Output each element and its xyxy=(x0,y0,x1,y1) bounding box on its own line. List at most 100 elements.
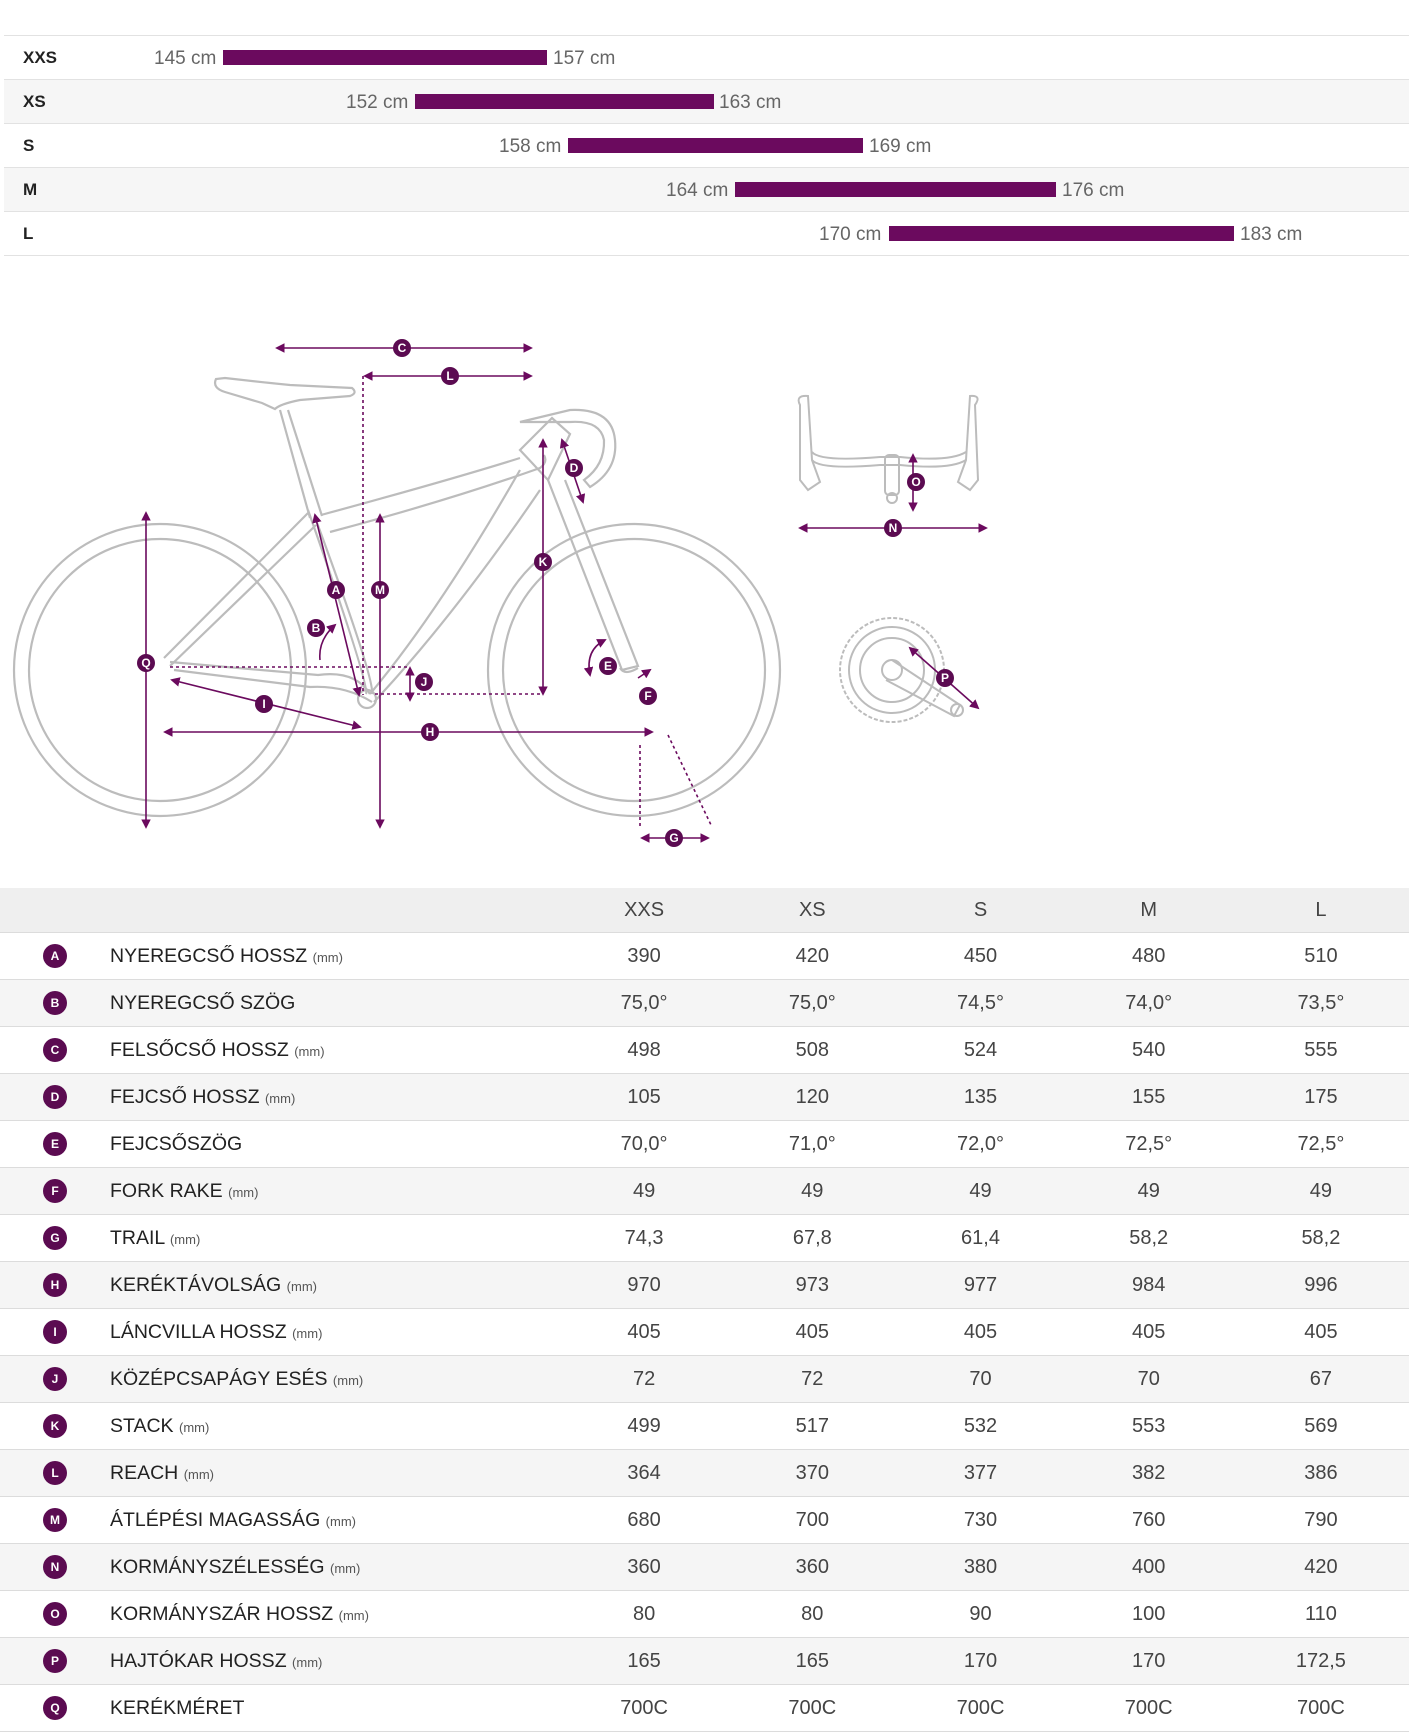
table-row: J KÖZÉPCSAPÁGY ESÉS (mm) 72 72 70 70 67 xyxy=(0,1355,1409,1403)
table-cell: 49 xyxy=(801,1179,824,1202)
table-cell: 420 xyxy=(1304,1555,1338,1578)
size-row-xs: XS 152 cm 163 cm xyxy=(4,79,1409,123)
measure-unit: (mm) xyxy=(292,1654,323,1670)
row-badge: D xyxy=(43,1085,67,1109)
max-height-label: 176 cm xyxy=(1062,180,1125,201)
table-cell: 165 xyxy=(795,1649,829,1672)
table-cell: 165 xyxy=(627,1649,661,1672)
table-cell: 380 xyxy=(963,1555,998,1578)
table-cell: 508 xyxy=(795,1038,829,1061)
measure-unit: (mm) xyxy=(294,1043,325,1059)
row-badge: O xyxy=(43,1602,67,1626)
min-height-label: 164 cm xyxy=(666,180,729,201)
handlebar-outline xyxy=(797,394,980,504)
height-range-bar xyxy=(568,138,863,153)
row-badge: M xyxy=(43,1508,67,1532)
table-cell: 420 xyxy=(795,944,829,967)
table-cell: 100 xyxy=(1132,1602,1166,1625)
bike-geometry-diagram: C L D K A M B Q E J F I H G O N P xyxy=(12,339,988,847)
table-cell: 680 xyxy=(627,1508,661,1531)
row-badge: N xyxy=(43,1555,67,1579)
table-row: P HAJTÓKAR HOSSZ (mm) 165 165 170 170 172,5 xyxy=(0,1637,1409,1685)
dimension-badges: C L D K A M B Q E J F I H G O N P xyxy=(137,339,954,847)
height-range-bar xyxy=(415,94,714,109)
table-cell: 390 xyxy=(627,944,661,967)
row-badge: E xyxy=(43,1132,67,1156)
measure-unit: (mm) xyxy=(312,949,343,965)
max-height-label: 157 cm xyxy=(553,48,616,69)
size-label: XS xyxy=(23,92,46,111)
max-height-label: 183 cm xyxy=(1240,224,1303,245)
table-cell: 970 xyxy=(627,1273,661,1296)
table-cell: 75,0° xyxy=(788,991,836,1014)
table-cell: 760 xyxy=(1132,1508,1166,1531)
badge-q-label: Q xyxy=(141,656,150,670)
row-badge: H xyxy=(43,1273,67,1297)
table-cell: 524 xyxy=(963,1038,998,1061)
badge-m-label: M xyxy=(375,583,385,597)
table-cell: 72 xyxy=(801,1367,824,1390)
geometry-table: XXS XS S M L A NYEREGCSŐ HOSSZ (mm) 390 420… xyxy=(0,888,1409,1732)
row-badge: L xyxy=(43,1461,67,1485)
table-cell: 72,5° xyxy=(1297,1132,1345,1155)
table-cell: 105 xyxy=(627,1085,661,1108)
size-range-chart: XXS 145 cm 157 cm XS 152 cm 163 cm S 158… xyxy=(4,35,1409,256)
measure-name: KÖZÉPCSAPÁGY ESÉS xyxy=(110,1367,328,1390)
measure-name: REACH xyxy=(110,1461,179,1484)
table-cell: 72,5° xyxy=(1125,1132,1173,1155)
table-cell: 700C xyxy=(1124,1696,1173,1719)
table-cell: 74,3 xyxy=(624,1226,664,1249)
badge-n-label: N xyxy=(889,521,898,535)
min-height-label: 145 cm xyxy=(154,48,217,69)
table-cell: 73,5° xyxy=(1297,991,1345,1014)
measure-unit: (mm) xyxy=(179,1419,210,1435)
table-cell: 517 xyxy=(795,1414,829,1437)
size-row-xxs: XXS 145 cm 157 cm xyxy=(4,35,1409,79)
table-cell: 996 xyxy=(1304,1273,1338,1296)
size-label: S xyxy=(23,136,35,155)
size-row-m: M 164 cm 176 cm xyxy=(4,167,1409,211)
table-row: K STACK (mm) 499 517 532 553 569 xyxy=(0,1402,1409,1450)
table-cell: 382 xyxy=(1132,1461,1166,1484)
table-cell: 730 xyxy=(963,1508,998,1531)
column-header: XXS xyxy=(624,898,665,921)
min-height-label: 170 cm xyxy=(819,224,882,245)
table-cell: 58,2 xyxy=(1301,1226,1341,1249)
table-row: D FEJCSŐ HOSSZ (mm) 105 120 135 155 175 xyxy=(0,1073,1409,1121)
table-cell: 973 xyxy=(795,1273,829,1296)
table-cell: 360 xyxy=(795,1555,829,1578)
badge-h-label: H xyxy=(426,725,435,739)
table-cell: 120 xyxy=(795,1085,829,1108)
measure-name: FORK RAKE xyxy=(110,1179,223,1202)
measure-unit: (mm) xyxy=(169,1231,201,1247)
table-cell: 405 xyxy=(1132,1320,1166,1343)
table-cell: 90 xyxy=(969,1602,992,1625)
measure-name: FEJCSŐ HOSSZ xyxy=(110,1085,260,1108)
table-cell: 70,0° xyxy=(620,1132,668,1155)
table-cell: 80 xyxy=(632,1602,656,1625)
table-cell: 700 xyxy=(795,1508,829,1531)
table-cell: 499 xyxy=(627,1414,661,1437)
row-badge: B xyxy=(43,991,67,1015)
table-cell: 405 xyxy=(1304,1320,1338,1343)
badge-g-label: G xyxy=(669,831,678,845)
table-row: G TRAIL (mm) 74,3 67,8 61,4 58,2 58,2 xyxy=(0,1214,1409,1262)
table-cell: 80 xyxy=(801,1602,824,1625)
height-range-bar xyxy=(735,182,1056,197)
badge-d-label: D xyxy=(570,461,579,475)
table-cell: 377 xyxy=(963,1461,998,1484)
row-badge: K xyxy=(43,1414,67,1438)
measure-name: KORMÁNYSZÁR HOSSZ xyxy=(110,1602,334,1625)
table-cell: 364 xyxy=(627,1461,661,1484)
measure-name: KERÉKTÁVOLSÁG xyxy=(110,1273,282,1296)
table-row: H KERÉKTÁVOLSÁG (mm) 970 973 977 984 996 xyxy=(0,1261,1409,1309)
measure-unit: (mm) xyxy=(332,1372,364,1388)
table-cell: 480 xyxy=(1132,944,1166,967)
table-row: I LÁNCVILLA HOSSZ (mm) 405 405 405 405 405 xyxy=(0,1308,1409,1356)
measure-name: KORMÁNYSZÉLESSÉG xyxy=(110,1555,325,1578)
row-badge: I xyxy=(43,1320,67,1344)
measure-unit: (mm) xyxy=(338,1607,369,1623)
table-cell: 700C xyxy=(956,1696,1005,1719)
height-range-bar xyxy=(889,226,1234,241)
table-header-row: XXS XS S M L xyxy=(0,888,1409,933)
